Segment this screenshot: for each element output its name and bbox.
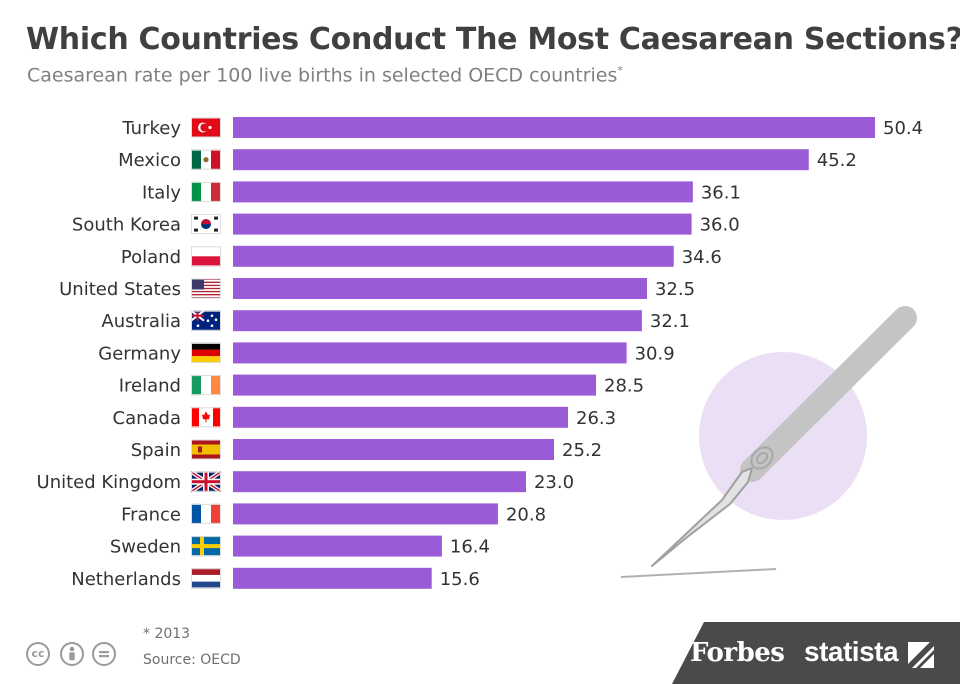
bar-row: Turkey 50.4 [121, 117, 923, 139]
forbes-logo: Forbes [690, 638, 785, 668]
bar-row: Ireland 28.5 [119, 374, 644, 397]
category-label: Netherlands [71, 569, 181, 590]
bar [233, 342, 627, 364]
bar-row: Poland 34.6 [121, 245, 722, 268]
value-label: 15.6 [440, 569, 480, 590]
value-label: 23.0 [534, 472, 574, 493]
bar [233, 278, 647, 299]
bar [233, 213, 692, 235]
category-label: United States [59, 279, 181, 300]
statista-logo: statista [804, 636, 899, 667]
bar [233, 406, 569, 428]
subtitle-footnote-mark: * [617, 64, 623, 77]
bar [233, 181, 693, 203]
bar [233, 535, 442, 557]
bar-row: Mexico 45.2 [118, 149, 857, 171]
no-derivatives-icon [92, 642, 116, 666]
bar [233, 374, 597, 396]
scalpel-icon [651, 306, 917, 567]
value-label: 20.8 [506, 504, 546, 525]
bar [233, 439, 554, 460]
value-label: 45.2 [817, 150, 857, 171]
bar-row: Germany 30.9 [98, 342, 675, 364]
category-label: Ireland [119, 376, 181, 397]
poland-flag-icon [191, 246, 221, 267]
value-label: 16.4 [450, 537, 490, 558]
germany-flag-icon [191, 342, 221, 363]
value-label: 34.6 [682, 247, 722, 268]
australia-flag-icon [190, 309, 221, 331]
ireland-flag-icon [191, 375, 221, 396]
subtitle-text: Caesarean rate per 100 live births in se… [27, 64, 618, 87]
category-label: Canada [113, 408, 182, 429]
united-kingdom-flag-icon [189, 470, 223, 494]
value-label: 28.5 [604, 376, 644, 397]
spain-flag-icon [191, 439, 221, 460]
page-subtitle: Caesarean rate per 100 live births in se… [27, 64, 623, 86]
bar [233, 471, 526, 493]
category-label: Italy [142, 182, 181, 203]
bar-row: Canada 26.3 [113, 406, 616, 429]
category-label: Poland [121, 247, 181, 268]
category-label: France [121, 504, 181, 525]
category-label: Australia [101, 311, 181, 332]
page-title: Which Countries Conduct The Most Caesare… [26, 22, 960, 57]
bar [233, 503, 498, 525]
bar-row: Sweden 16.4 [110, 535, 490, 558]
category-label: Mexico [118, 150, 181, 171]
value-label: 36.0 [700, 215, 740, 236]
bar [233, 245, 674, 267]
attribution-icon [60, 642, 84, 666]
netherlands-flag-icon [191, 568, 221, 589]
value-label: 50.4 [883, 118, 923, 139]
bar-row: South Korea 36.0 [72, 213, 740, 236]
cc-icon: cc [26, 642, 50, 666]
category-label: Spain [131, 440, 181, 461]
bar-chart: Turkey 50.4 Mexico 45.2 Italy 36.1 South Korea… [37, 117, 923, 590]
mexico-flag-icon [191, 149, 221, 170]
category-label: Germany [98, 343, 181, 364]
value-label: 32.1 [650, 311, 690, 332]
bar-row: United States 32.5 [59, 278, 695, 300]
value-label: 25.2 [562, 440, 602, 461]
bar-row: United Kingdom 23.0 [37, 470, 574, 494]
source-text: Source: OECD [143, 652, 241, 668]
bar-row: Netherlands 15.6 [71, 567, 480, 590]
bar-row: France 20.8 [121, 503, 546, 525]
bar-row: Spain 25.2 [131, 439, 602, 461]
category-label: South Korea [72, 215, 181, 236]
bar [233, 117, 875, 138]
value-label: 32.5 [655, 279, 695, 300]
value-label: 36.1 [701, 182, 741, 203]
bar-row: Australia 32.1 [101, 309, 690, 332]
bar [233, 149, 809, 171]
footnote: * 2013 [143, 626, 191, 642]
france-flag-icon [191, 503, 221, 524]
united-states-flag-icon [191, 278, 221, 299]
value-label: 26.3 [576, 408, 616, 429]
category-label: Sweden [110, 537, 181, 558]
turkey-flag-icon [191, 117, 221, 138]
canada-flag-icon [191, 407, 221, 428]
decor-incision-line [620, 568, 777, 578]
bar [233, 310, 642, 332]
bar-row: Italy 36.1 [142, 181, 741, 203]
category-label: United Kingdom [37, 472, 181, 493]
value-label: 30.9 [635, 343, 675, 364]
category-label: Turkey [121, 118, 181, 139]
bar [233, 567, 432, 589]
south-korea-flag-icon [191, 214, 221, 235]
italy-flag-icon [191, 181, 221, 202]
statista-mark-icon [908, 642, 934, 668]
sweden-flag-icon [191, 536, 221, 557]
